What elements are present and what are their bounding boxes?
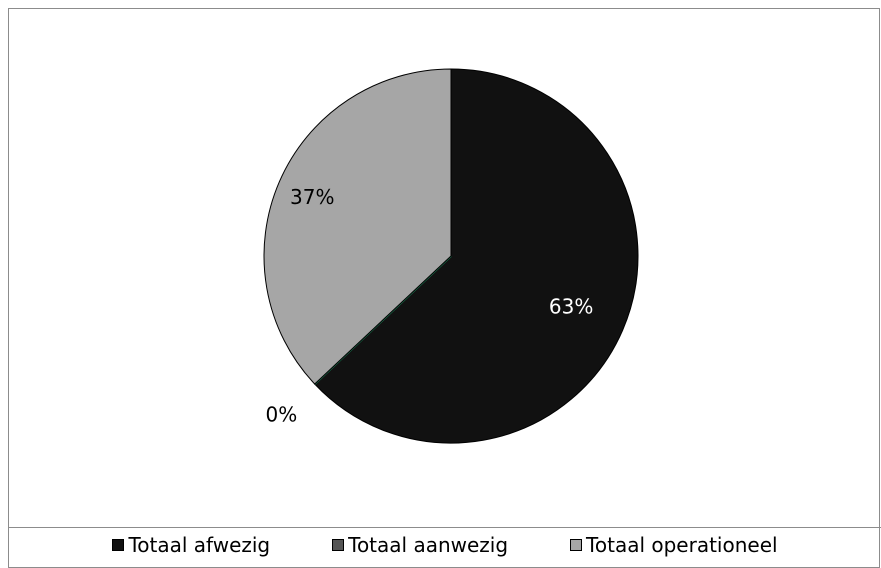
data-label-totaal-afwezig: 63%	[549, 294, 593, 318]
legend-label-totaal-aanwezig: Totaal aanwezig	[348, 532, 509, 557]
legend-item-totaal-afwezig: Totaal afwezig	[112, 533, 270, 557]
pie-chart: 63% 0% 37%	[263, 68, 639, 444]
chart-area: 63% 0% 37% Totaal afwezig Totaal aanwezig …	[8, 8, 881, 568]
legend-swatch-totaal-operationeel	[570, 538, 583, 551]
legend-label-totaal-afwezig: Totaal afwezig	[128, 532, 271, 557]
pie-slice-totaal-operationeel	[263, 68, 452, 385]
legend-swatch-totaal-afwezig	[112, 538, 125, 551]
chart-legend: Totaal afwezig Totaal aanwezig Totaal op…	[9, 527, 881, 561]
legend-swatch-totaal-aanwezig	[332, 538, 345, 551]
data-label-totaal-operationeel: 37%	[290, 185, 334, 209]
legend-item-totaal-aanwezig: Totaal aanwezig	[332, 533, 508, 557]
pie-slice-totaal-afwezig	[313, 68, 639, 444]
data-label-totaal-aanwezig: 0%	[265, 402, 297, 426]
legend-label-totaal-operationeel: Totaal operationeel	[586, 532, 778, 557]
legend-item-totaal-operationeel: Totaal operationeel	[570, 533, 778, 557]
